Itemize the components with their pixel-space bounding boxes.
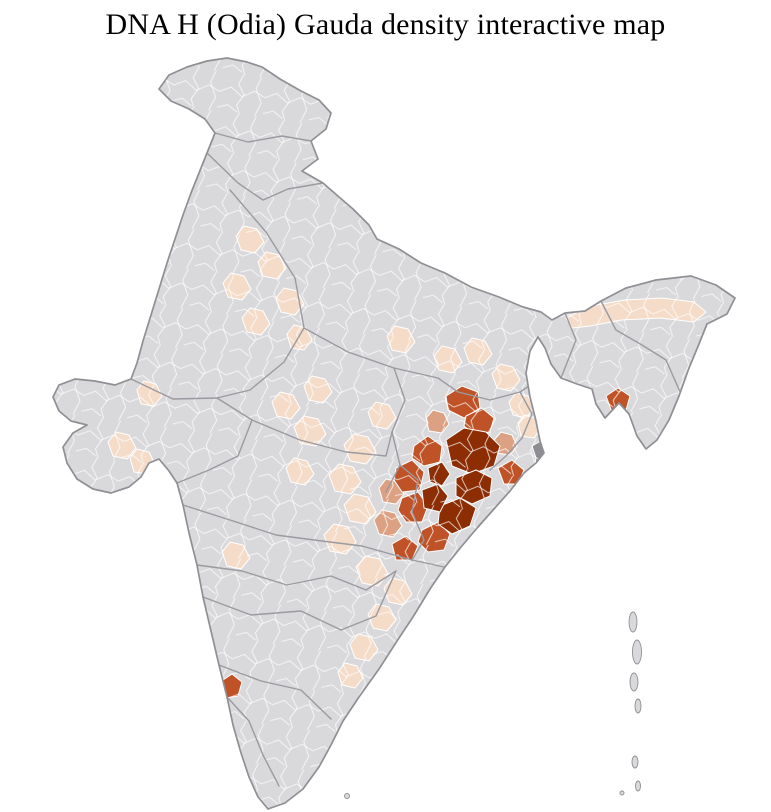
india-landmass (53, 58, 735, 809)
india-outer-border (52, 57, 736, 810)
district-region[interactable] (185, 610, 205, 632)
district-borders-mesh (53, 58, 735, 809)
page-title: DNA H (Odia) Gauda density interactive m… (105, 8, 666, 41)
andaman-islands (344, 611, 642, 799)
state-boundaries (130, 132, 682, 787)
